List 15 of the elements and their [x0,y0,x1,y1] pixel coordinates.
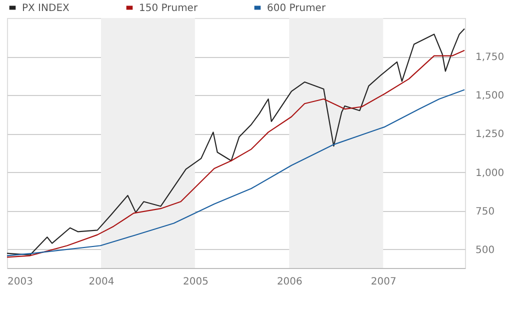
y-tick-label: 750 [476,206,495,218]
y-tick-label: 1,500 [476,90,504,102]
legend-label: PX INDEX [22,2,70,14]
line-series [6,89,466,256]
x-tick-label: 2007 [370,276,396,288]
legend-label: 600 Prumer [267,2,326,14]
x-tick-label: 2003 [8,276,33,288]
x-tick-label: 2006 [276,276,302,288]
y-tick-label: 1,250 [476,129,504,140]
y-tick-label: 1,750 [476,52,504,64]
x-tick-label: 2004 [88,276,114,288]
x-tick-label: 2005 [182,276,208,288]
y-tick-label: 500 [476,244,495,256]
y-tick-label: 1,000 [476,168,504,179]
legend-label: 150 Prumer [139,2,198,14]
